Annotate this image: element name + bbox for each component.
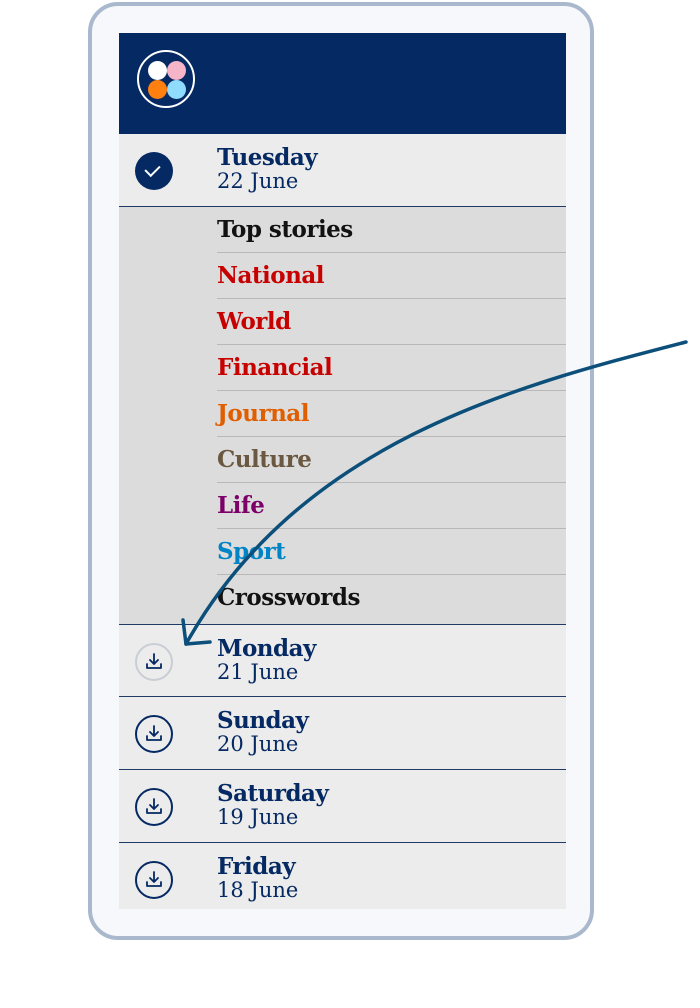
logo-dot-blue [167, 80, 186, 99]
section-culture[interactable]: Culture [217, 437, 566, 483]
app-screen: Tuesday 22 June Top stories National Wor… [119, 33, 566, 909]
section-life[interactable]: Life [217, 483, 566, 529]
edition-row-tuesday[interactable]: Tuesday 22 June [119, 134, 566, 207]
edition-row-saturday[interactable]: Saturday 19 June [119, 770, 566, 843]
edition-row-monday[interactable]: Monday 21 June [119, 624, 566, 697]
edition-date: 20 June [217, 732, 299, 756]
download-icon[interactable] [135, 861, 173, 899]
edition-day: Sunday [217, 707, 309, 734]
edition-day: Monday [217, 635, 316, 662]
edition-day: Friday [217, 853, 296, 880]
logo-dot-orange [148, 80, 167, 99]
app-logo[interactable] [137, 50, 195, 108]
edition-date: 21 June [217, 660, 299, 684]
section-financial[interactable]: Financial [217, 345, 566, 391]
download-icon[interactable] [135, 788, 173, 826]
section-world[interactable]: World [217, 299, 566, 345]
download-icon[interactable] [135, 643, 173, 681]
section-top-stories[interactable]: Top stories [217, 207, 566, 253]
edition-day: Saturday [217, 780, 329, 807]
edition-row-friday[interactable]: Friday 18 June [119, 843, 566, 909]
section-national[interactable]: National [217, 253, 566, 299]
edition-sections-list: Top stories National World Financial Jou… [119, 207, 566, 624]
edition-row-sunday[interactable]: Sunday 20 June [119, 697, 566, 770]
logo-dot-pink [167, 61, 186, 80]
edition-day: Tuesday [217, 144, 318, 171]
section-journal[interactable]: Journal [217, 391, 566, 437]
app-header [119, 33, 566, 134]
edition-date: 22 June [217, 169, 299, 193]
logo-dot-white [148, 61, 167, 80]
edition-date: 19 June [217, 805, 299, 829]
download-icon[interactable] [135, 715, 173, 753]
section-crosswords[interactable]: Crosswords [217, 584, 360, 611]
edition-date: 18 June [217, 878, 299, 902]
downloaded-check-icon [135, 152, 173, 190]
